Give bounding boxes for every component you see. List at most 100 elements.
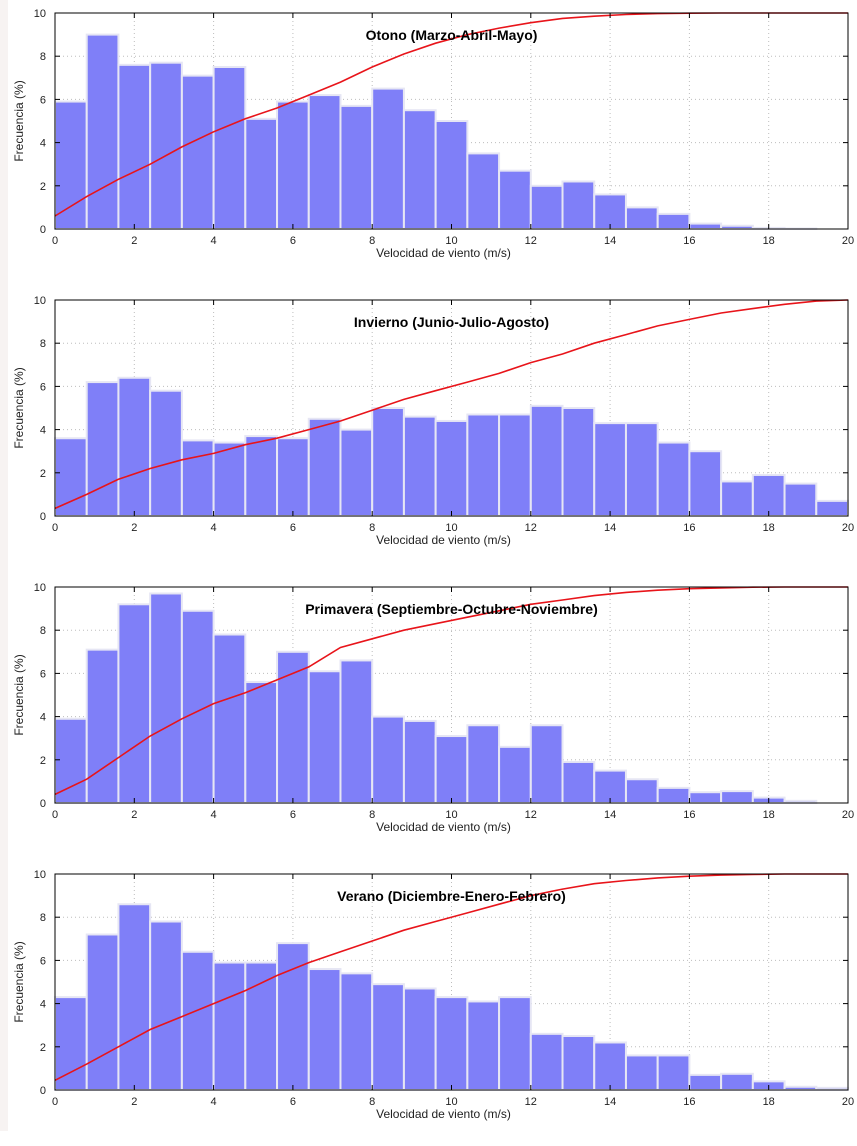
y-tick-label: 6 xyxy=(40,955,46,967)
y-tick-label: 0 xyxy=(40,511,46,523)
histogram-bar xyxy=(499,171,531,229)
histogram-bar xyxy=(721,791,753,803)
histogram-bar xyxy=(594,423,626,516)
x-tick-label: 14 xyxy=(604,522,616,534)
histogram-bar xyxy=(816,501,848,516)
x-tick-label: 14 xyxy=(604,1096,616,1108)
y-tick-label: 6 xyxy=(40,668,46,680)
x-tick-label: 6 xyxy=(290,235,296,247)
y-tick-label: 10 xyxy=(34,295,46,307)
x-tick-label: 2 xyxy=(131,809,137,821)
histogram-bar xyxy=(626,423,658,516)
x-axis-label: Velocidad de viento (m/s) xyxy=(376,533,511,547)
x-tick-label: 16 xyxy=(683,1096,695,1108)
x-tick-label: 8 xyxy=(369,522,375,534)
histogram-bar xyxy=(436,997,468,1090)
y-tick-label: 10 xyxy=(34,869,46,881)
x-tick-label: 4 xyxy=(211,522,217,534)
histogram-bar xyxy=(277,652,309,803)
histogram-bar xyxy=(340,660,372,803)
x-tick-label: 8 xyxy=(369,1096,375,1108)
histogram-bar xyxy=(245,682,277,803)
x-tick-label: 2 xyxy=(131,522,137,534)
chart-title: Primavera (Septiembre-Octubre-Noviembre) xyxy=(305,601,598,617)
histogram-bar xyxy=(309,419,341,516)
histogram-bar xyxy=(594,194,626,229)
histogram-bar xyxy=(87,382,119,516)
x-tick-label: 0 xyxy=(52,235,58,247)
histogram-bar xyxy=(563,408,595,516)
y-tick-label: 8 xyxy=(40,338,46,350)
histogram-bar xyxy=(467,725,499,803)
histogram-bar xyxy=(626,1055,658,1090)
histogram-bar xyxy=(150,922,182,1090)
histogram-bar xyxy=(721,481,753,516)
y-tick-label: 8 xyxy=(40,912,46,924)
y-tick-label: 10 xyxy=(34,582,46,594)
x-tick-label: 0 xyxy=(52,522,58,534)
histogram-bar xyxy=(150,391,182,516)
histogram-bar xyxy=(372,984,404,1090)
x-axis-label: Velocidad de viento (m/s) xyxy=(376,246,511,260)
histogram-bar xyxy=(118,65,150,229)
histogram-bar xyxy=(214,963,246,1090)
histogram-bar xyxy=(87,35,119,229)
histogram-bar xyxy=(499,747,531,803)
y-tick-label: 6 xyxy=(40,381,46,393)
chart-title: Otono (Marzo-Abril-Mayo) xyxy=(366,27,538,43)
histogram-bar xyxy=(182,611,214,803)
histogram-bar xyxy=(689,792,721,803)
x-tick-label: 14 xyxy=(604,235,616,247)
histogram-bar xyxy=(658,214,690,229)
histogram-bar xyxy=(563,1036,595,1090)
histogram-bar xyxy=(118,604,150,803)
x-tick-label: 4 xyxy=(211,809,217,821)
histogram-bar xyxy=(182,76,214,229)
y-tick-label: 2 xyxy=(40,755,46,767)
x-tick-label: 20 xyxy=(842,522,854,534)
histogram-bar xyxy=(214,443,246,516)
y-tick-label: 8 xyxy=(40,625,46,637)
histogram-bar xyxy=(182,952,214,1090)
x-tick-label: 4 xyxy=(211,235,217,247)
y-tick-label: 10 xyxy=(34,8,46,20)
x-axis-label: Velocidad de viento (m/s) xyxy=(376,1107,511,1121)
histogram-bar xyxy=(436,121,468,229)
histogram-bar xyxy=(499,414,531,516)
histogram-bar xyxy=(404,110,436,229)
x-tick-label: 16 xyxy=(683,809,695,821)
y-tick-label: 2 xyxy=(40,1042,46,1054)
x-tick-label: 12 xyxy=(525,1096,537,1108)
histogram-bar xyxy=(118,904,150,1090)
histogram-bar xyxy=(785,484,817,516)
histogram-bar xyxy=(309,969,341,1090)
x-tick-label: 8 xyxy=(369,809,375,821)
histogram-bar xyxy=(721,1074,753,1090)
x-tick-label: 16 xyxy=(683,522,695,534)
y-axis-label: Frecuencia (%) xyxy=(12,654,26,735)
histogram-bar xyxy=(55,997,87,1090)
x-tick-label: 20 xyxy=(842,1096,854,1108)
histogram-bar xyxy=(87,934,119,1090)
x-tick-label: 14 xyxy=(604,809,616,821)
histogram-bar xyxy=(436,736,468,803)
y-tick-label: 0 xyxy=(40,1085,46,1097)
x-tick-label: 0 xyxy=(52,809,58,821)
histogram-bar xyxy=(340,106,372,229)
histogram-bar xyxy=(372,717,404,803)
y-tick-label: 4 xyxy=(40,138,46,150)
x-tick-label: 12 xyxy=(525,809,537,821)
x-tick-label: 6 xyxy=(290,1096,296,1108)
histogram-bar xyxy=(499,997,531,1090)
histogram-bar xyxy=(689,1075,721,1090)
histogram-bar xyxy=(55,719,87,803)
histogram-bar xyxy=(277,438,309,516)
x-tick-label: 12 xyxy=(525,522,537,534)
histogram-bar xyxy=(309,671,341,803)
histogram-bar xyxy=(436,421,468,516)
x-tick-label: 6 xyxy=(290,522,296,534)
histogram-bar xyxy=(150,63,182,229)
